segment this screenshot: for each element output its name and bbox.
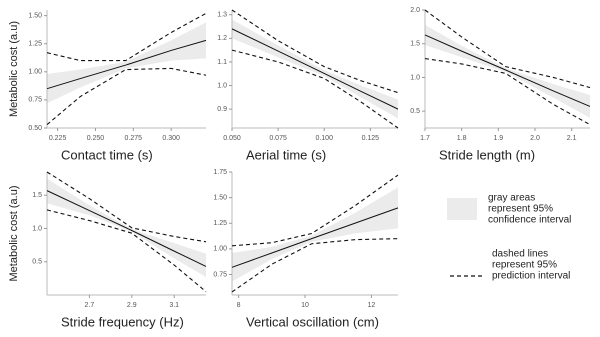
y-tick-label: 0.5 [32,259,42,266]
confidence-band [47,22,206,104]
y-tick-label: 0.5 [410,108,420,115]
prediction-upper [46,12,207,62]
prediction-lower [424,58,591,126]
x-tick-label: 1.9 [493,135,503,142]
x-tick-label: 8 [237,302,241,309]
prediction-upper [424,9,591,89]
y-tick-label: 1.25 [213,220,227,227]
y-tick-label: 1.25 [28,41,42,48]
y-tick-label: 1.5 [32,192,42,199]
prediction-lower [46,67,207,126]
x-tick-label: 12 [368,302,376,309]
x-tick-label: 2.7 [85,302,95,309]
y-axis-label: Metabolic cost (a.u) [8,186,20,282]
legend-text: represent 95% [492,260,557,271]
prediction-upper [46,171,207,243]
x-tick-label: 0.300 [162,135,180,142]
legend-text: confidence interval [488,215,571,226]
x-tick-label: 2.1 [567,135,577,142]
y-tick-label: 2.0 [410,7,420,14]
y-tick-label: 0.9 [217,106,227,113]
prediction-upper [231,174,399,247]
x-tick-label: 0.100 [315,135,333,142]
y-tick-label: 1.0 [32,225,42,232]
prediction-lower [46,209,207,293]
legend-text: dashed lines [492,249,548,260]
x-tick-label: 2.9 [127,302,137,309]
x-tick-label: 0.125 [362,135,380,142]
x-tick-label: 0.250 [87,135,105,142]
legend-swatch [447,198,477,220]
confidence-band [232,187,398,282]
fit-line [46,39,207,90]
y-tick-label: 1.00 [28,69,42,76]
x-tick-label: 0.275 [125,135,143,142]
y-tick-label: 1.2 [217,35,227,42]
x-tick-label: 0.225 [49,135,67,142]
y-tick-label: 1.3 [217,12,227,19]
y-tick-label: 1.1 [217,59,227,66]
y-tick-label: 1.00 [213,246,227,253]
y-tick-label: 1.50 [28,12,42,19]
y-tick-label: 1.50 [213,194,227,201]
y-axis-label: Metabolic cost (a.u) [8,21,20,117]
x-axis-label: Contact time (s) [61,147,153,162]
fit-line [424,34,591,107]
legend-text: represent 95% [488,204,553,215]
fit-line [231,207,399,268]
x-tick-label: 10 [301,302,309,309]
fit-line [46,190,207,267]
x-tick-label: 1.7 [420,135,430,142]
y-tick-label: 1.0 [217,82,227,89]
x-tick-label: 0.050 [223,135,241,142]
y-tick-label: 0.75 [28,97,42,104]
legend-text: gray areas [488,193,535,204]
x-tick-label: 2.0 [530,135,540,142]
prediction-upper [231,9,399,94]
y-tick-label: 0.50 [28,125,42,132]
prediction-lower [231,238,399,293]
fit-line [231,28,399,110]
y-tick-label: 1.75 [213,169,227,176]
y-tick-label: 0.75 [213,271,227,278]
x-axis-label: Stride length (m) [439,147,535,162]
x-axis-label: Vertical oscillation (cm) [246,314,379,329]
prediction-lower [231,49,399,129]
x-tick-label: 0.075 [269,135,287,142]
x-axis-label: Aerial time (s) [246,147,326,162]
x-tick-label: 1.8 [457,135,467,142]
x-tick-label: 3.1 [169,302,179,309]
legend-text: prediction interval [492,271,570,282]
x-axis-label: Stride frequency (Hz) [61,314,184,329]
y-tick-label: 1.5 [410,41,420,48]
y-tick-label: 1.0 [410,74,420,81]
